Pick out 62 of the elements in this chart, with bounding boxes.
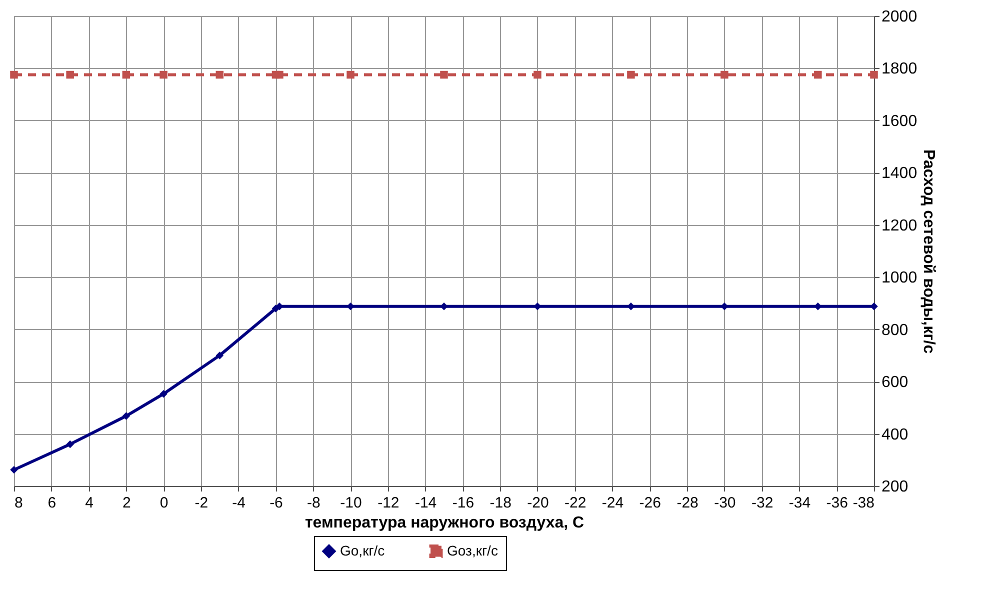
x-tick-label: -6 xyxy=(270,494,283,512)
x-tick-label: 2 xyxy=(122,494,131,512)
x-tick-label: -12 xyxy=(378,494,400,512)
x-tick-label: -2 xyxy=(194,494,208,512)
point xyxy=(627,302,635,310)
x-tick-label: 0 xyxy=(160,494,168,512)
point xyxy=(627,70,635,79)
point xyxy=(216,352,224,360)
point xyxy=(720,70,728,79)
y-axis-title: Расход сетевой воды,кг/с xyxy=(920,149,938,354)
x-tick-label: 4 xyxy=(85,494,94,512)
y-tick-label: 800 xyxy=(882,322,908,339)
point xyxy=(534,302,542,310)
x-tick-label: -14 xyxy=(414,494,437,512)
x-tick-label: -10 xyxy=(340,494,362,512)
x-tick-label: -30 xyxy=(714,494,736,512)
point xyxy=(276,70,284,79)
y-tick-label: 200 xyxy=(882,478,908,496)
x-tick-label: 6 xyxy=(48,494,56,512)
point xyxy=(66,70,74,79)
point xyxy=(440,70,448,79)
x-tick-label: -36 xyxy=(826,494,848,512)
x-tick-label: -18 xyxy=(490,494,512,512)
point xyxy=(534,70,542,79)
point xyxy=(10,70,18,79)
y-tick-label: 1600 xyxy=(882,112,918,130)
x-tick-label: -26 xyxy=(639,494,661,512)
legend-label: Gоз,кг/с xyxy=(447,542,498,558)
y-tick-label: 400 xyxy=(882,426,908,444)
point xyxy=(10,466,18,474)
y-tick-label: 1400 xyxy=(882,165,918,182)
point xyxy=(346,302,354,310)
x-tick-label: -4 xyxy=(232,494,246,512)
point xyxy=(66,440,74,448)
point xyxy=(346,70,354,79)
point xyxy=(276,302,284,310)
x-tick-label: -8 xyxy=(306,494,320,512)
x-tick-label: -38 xyxy=(852,494,874,512)
y-tick-label: 600 xyxy=(882,374,908,392)
x-tick-label: -20 xyxy=(527,494,549,512)
y-tick-label: 1800 xyxy=(882,60,918,78)
x-tick-label: -24 xyxy=(602,494,624,512)
legend-label: Gо,кг/с xyxy=(340,542,385,558)
point xyxy=(870,70,878,79)
x-tick-label: -16 xyxy=(452,494,474,512)
point xyxy=(122,412,130,420)
x-tick-label: -32 xyxy=(751,494,774,512)
x-tick-label: -28 xyxy=(676,494,698,512)
y-tick-label: 1000 xyxy=(882,270,918,287)
x-tick-label: 8 xyxy=(14,494,23,512)
point xyxy=(870,302,878,310)
point xyxy=(160,390,168,398)
point xyxy=(814,70,822,79)
x-tick-label: -34 xyxy=(788,494,811,512)
point xyxy=(440,302,448,310)
x-axis-title: температура наружного воздуха, С xyxy=(304,514,585,532)
point xyxy=(216,70,224,79)
y-tick-label: 2000 xyxy=(882,8,918,26)
y-tick-label: 1200 xyxy=(882,217,918,234)
point xyxy=(160,70,168,79)
point xyxy=(122,70,130,79)
x-tick-label: -22 xyxy=(564,494,586,512)
